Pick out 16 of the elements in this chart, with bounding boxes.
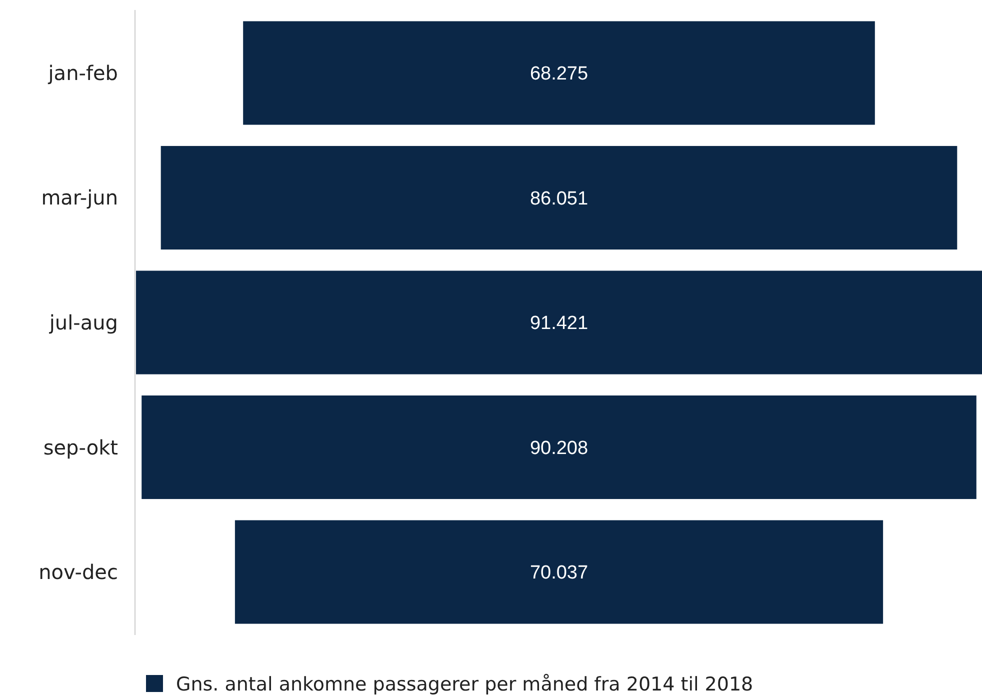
funnel-segment: 70.037 xyxy=(234,520,884,624)
category-label: sep-okt xyxy=(43,435,118,460)
data-label: 70.037 xyxy=(530,562,588,584)
data-label: 91.421 xyxy=(530,313,588,334)
funnel-segment: 91.421 xyxy=(136,270,982,374)
legend-label: Gns. antal ankomne passagerer per måned fra 2014 til 2018 xyxy=(176,674,754,696)
funnel-segment: 86.051 xyxy=(160,146,958,250)
category-label: nov-dec xyxy=(38,560,118,584)
data-label: 86.051 xyxy=(530,188,588,210)
funnel-segment: 68.275 xyxy=(243,21,875,125)
category-label: mar-jun xyxy=(41,186,118,210)
category-label: jan-feb xyxy=(47,61,118,85)
category-label: jul-aug xyxy=(48,310,118,334)
data-label: 68.275 xyxy=(530,64,588,85)
data-label: 90.208 xyxy=(530,438,588,459)
funnel-segment: 90.208 xyxy=(142,395,976,500)
